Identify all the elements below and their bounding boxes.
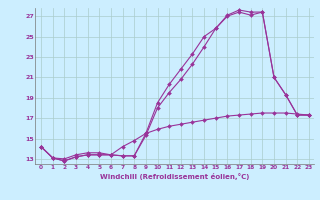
X-axis label: Windchill (Refroidissement éolien,°C): Windchill (Refroidissement éolien,°C) — [100, 173, 249, 180]
